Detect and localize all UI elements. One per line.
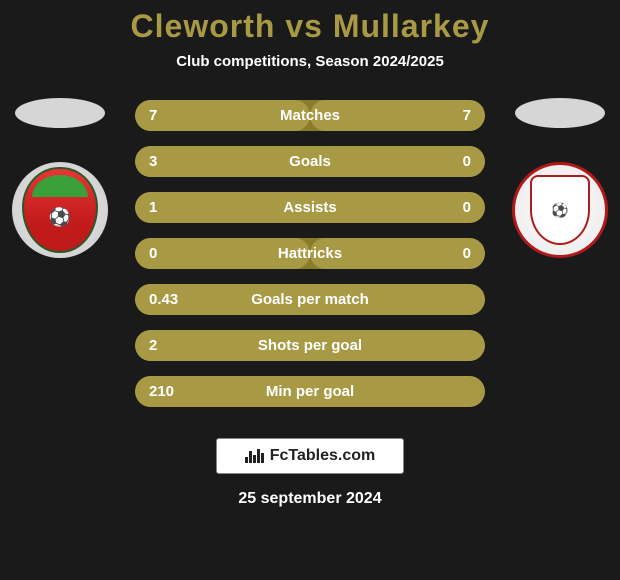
- left-ellipse-marker: [15, 98, 105, 128]
- player1-name: Cleworth: [131, 8, 276, 44]
- stat-label: Assists: [189, 199, 431, 216]
- stat-label: Shots per goal: [189, 337, 431, 354]
- stat-label: Goals per match: [189, 291, 431, 308]
- stat-label: Goals: [189, 153, 431, 170]
- stat-value-right: 0: [431, 245, 471, 262]
- stat-row: 2Shots per goal: [135, 330, 485, 361]
- stat-value-left: 1: [149, 199, 189, 216]
- stat-row: 0.43Goals per match: [135, 284, 485, 315]
- stat-value-left: 210: [149, 383, 189, 400]
- footer: FcTables.com 25 september 2024: [216, 438, 405, 508]
- subtitle: Club competitions, Season 2024/2025: [176, 53, 444, 70]
- stat-row: 3Goals0: [135, 146, 485, 177]
- stat-value-right: 7: [431, 107, 471, 124]
- stat-row: 210Min per goal: [135, 376, 485, 407]
- stat-value-right: 0: [431, 199, 471, 216]
- stat-label: Hattricks: [189, 245, 431, 262]
- stat-value-left: 0.43: [149, 291, 189, 308]
- left-crest-column: [0, 88, 120, 418]
- stat-value-right: 0: [431, 153, 471, 170]
- stat-value-left: 2: [149, 337, 189, 354]
- stat-value-left: 0: [149, 245, 189, 262]
- stat-value-left: 3: [149, 153, 189, 170]
- crawley-crest-inner: [530, 175, 590, 245]
- stat-label: Min per goal: [189, 383, 431, 400]
- right-crest-column: [500, 88, 620, 418]
- fctables-badge[interactable]: FcTables.com: [216, 438, 405, 474]
- stat-row: 0Hattricks0: [135, 238, 485, 269]
- wrexham-crest-inner: [22, 167, 98, 253]
- bar-chart-icon: [245, 449, 264, 463]
- fctables-label: FcTables.com: [270, 447, 376, 465]
- wrexham-crest: [12, 162, 108, 258]
- right-ellipse-marker: [515, 98, 605, 128]
- stats-column: 7Matches73Goals01Assists00Hattricks00.43…: [120, 100, 500, 407]
- crawley-town-crest: [512, 162, 608, 258]
- stat-row: 1Assists0: [135, 192, 485, 223]
- player2-name: Mullarkey: [333, 8, 490, 44]
- page-title: Cleworth vs Mullarkey: [131, 8, 490, 45]
- content-row: 7Matches73Goals01Assists00Hattricks00.43…: [0, 88, 620, 418]
- stat-row: 7Matches7: [135, 100, 485, 131]
- stat-value-left: 7: [149, 107, 189, 124]
- comparison-card: Cleworth vs Mullarkey Club competitions,…: [0, 0, 620, 580]
- vs-text: vs: [285, 8, 323, 44]
- date-text: 25 september 2024: [238, 490, 381, 508]
- stat-label: Matches: [189, 107, 431, 124]
